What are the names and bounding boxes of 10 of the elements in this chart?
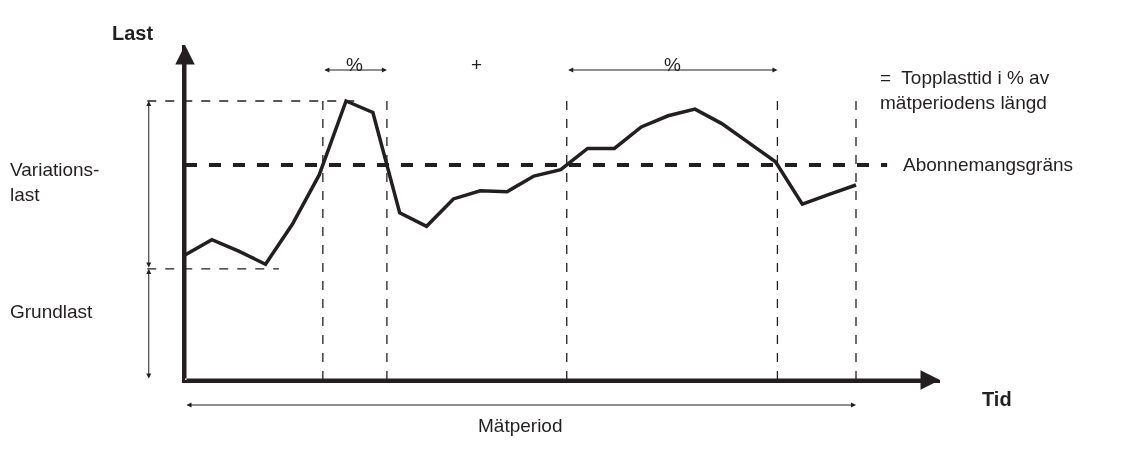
text: Variations- last	[10, 159, 100, 205]
text: +	[471, 54, 483, 75]
x-axis-title: Tid	[982, 388, 1012, 410]
text: Mätperiod	[478, 415, 563, 436]
annotation: = Topplasttid i % av mätperiodens längd	[880, 67, 1050, 113]
y-axis-title: Last	[112, 22, 154, 44]
text: %	[346, 54, 363, 75]
text: %	[664, 54, 681, 75]
ref-line-label: Abonnemangsgräns	[903, 154, 1074, 175]
text: Grundlast	[10, 301, 94, 322]
